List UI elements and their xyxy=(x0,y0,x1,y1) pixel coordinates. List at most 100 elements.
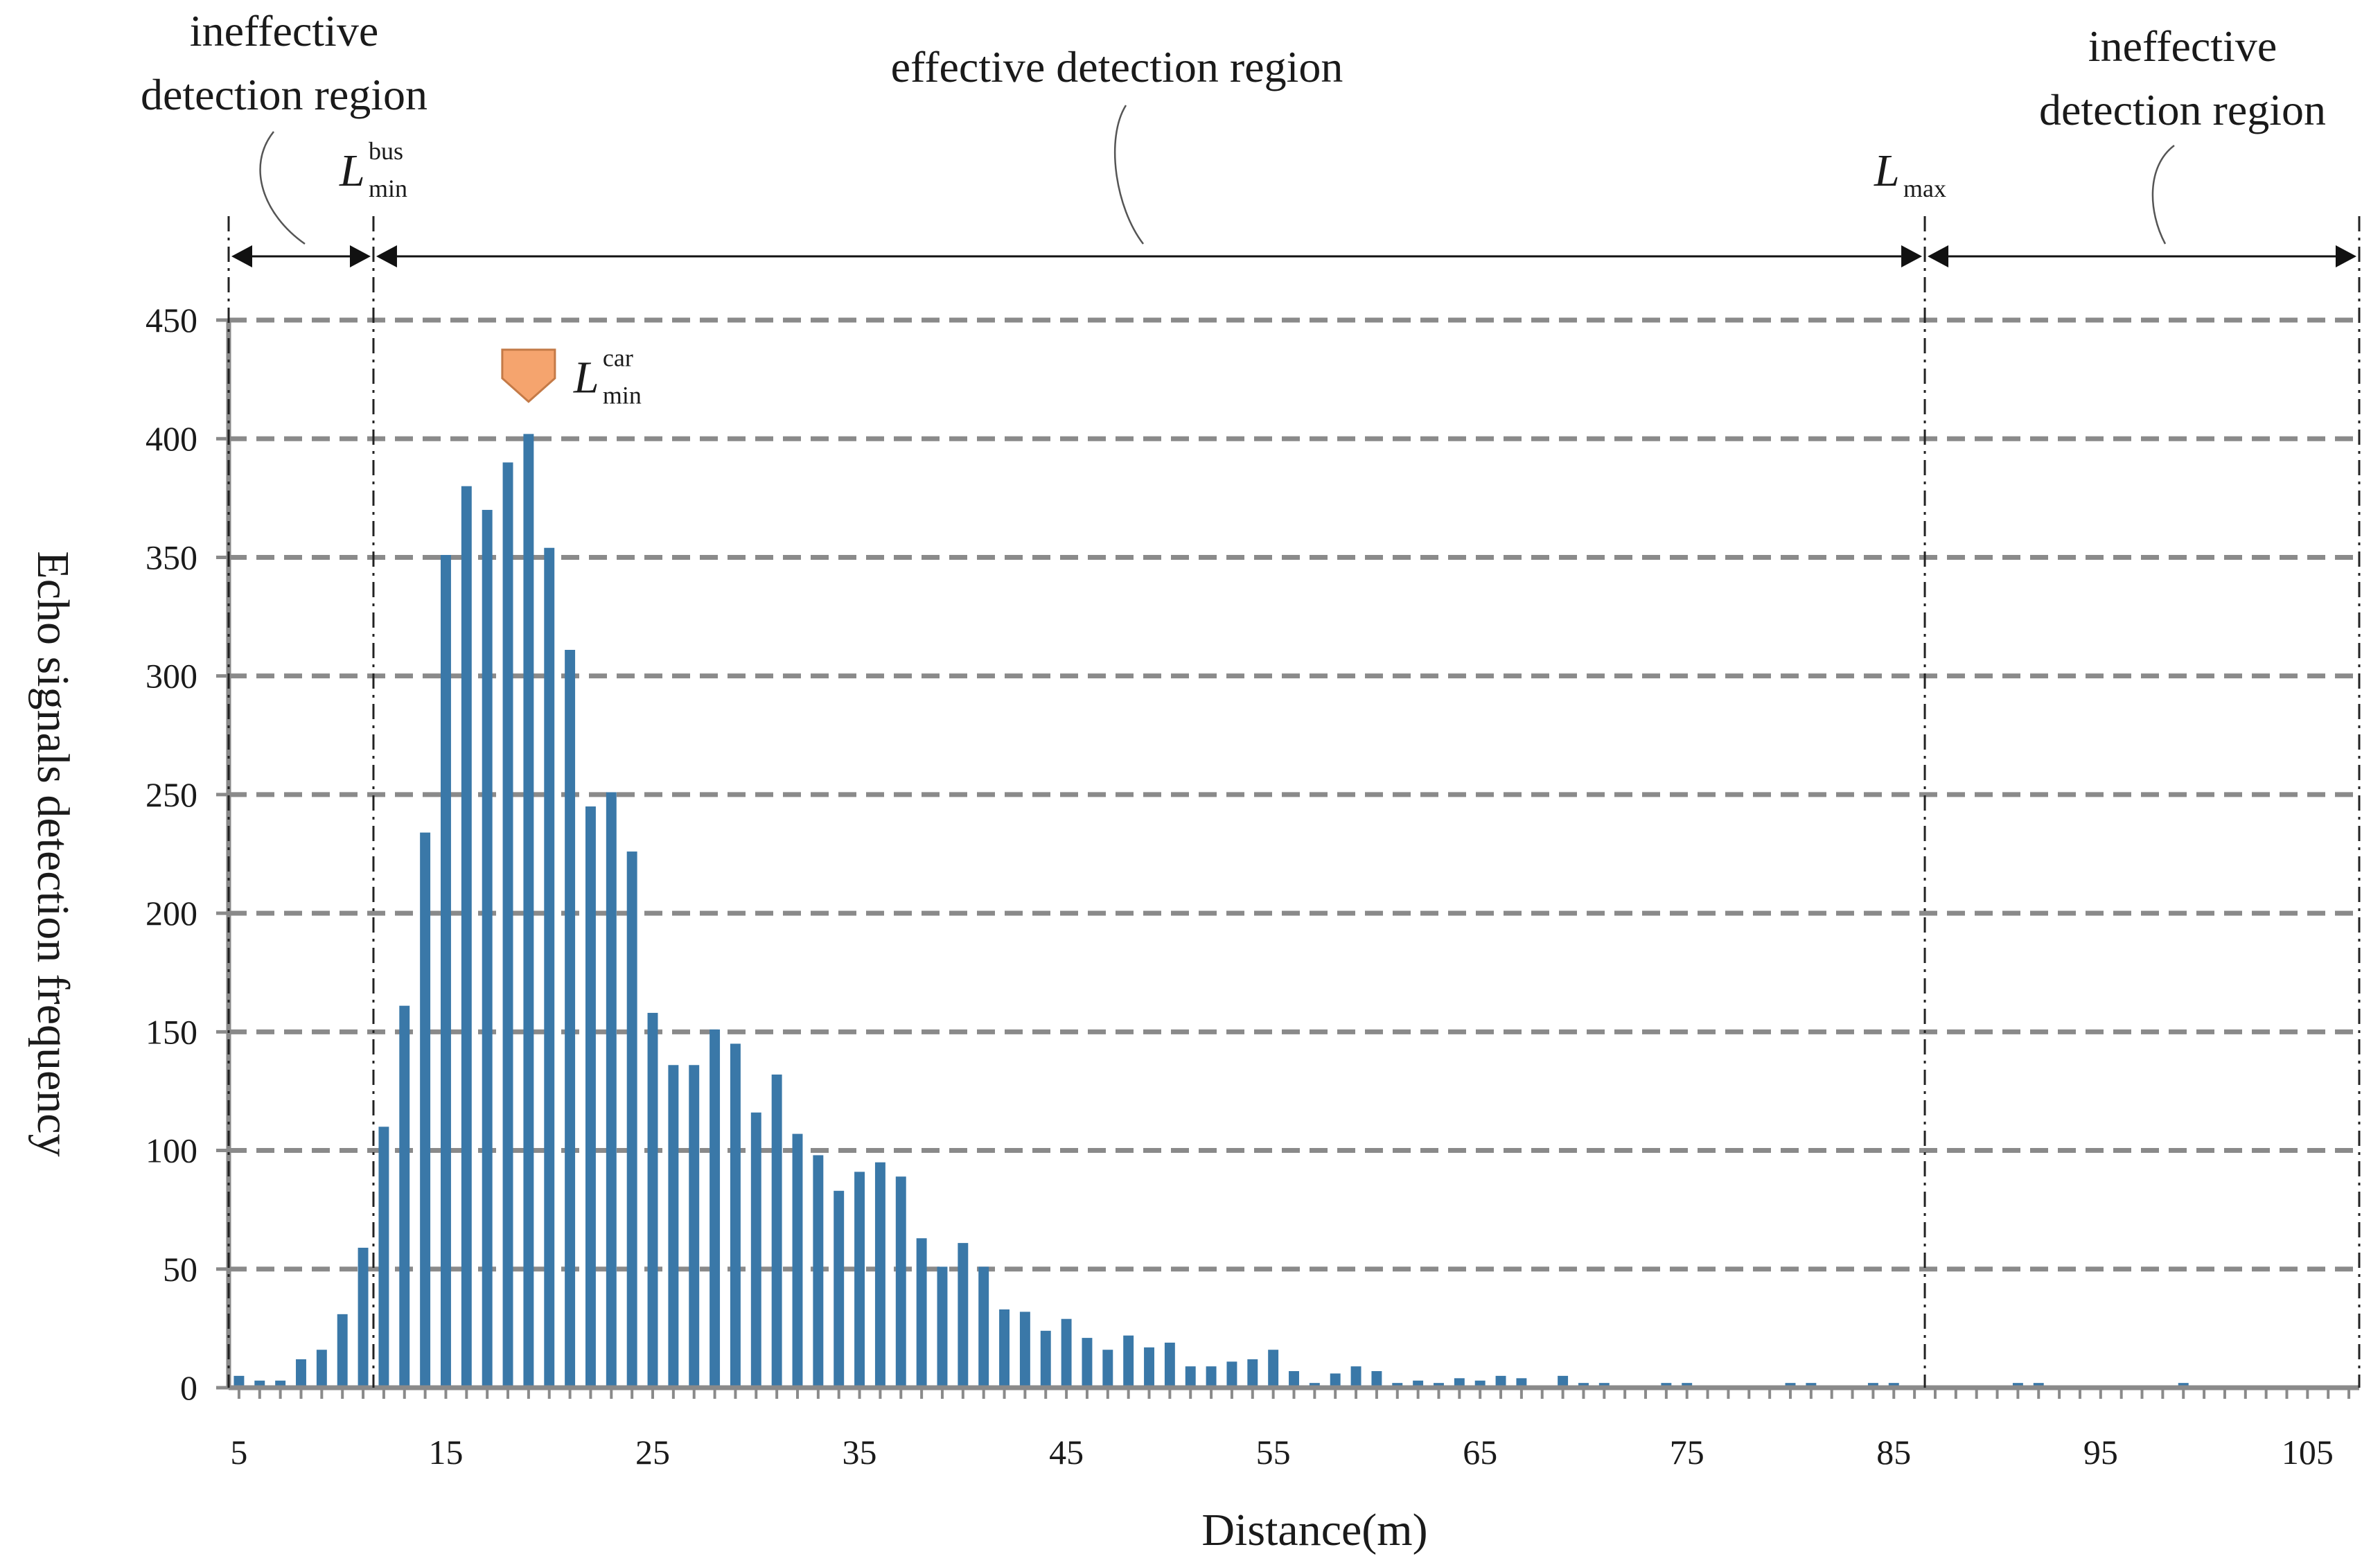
bar-49m xyxy=(1144,1347,1154,1388)
right-ineffective-leader xyxy=(2151,145,2175,245)
bar-29m xyxy=(730,1043,741,1388)
bar-16m xyxy=(461,486,472,1388)
bar-8m xyxy=(296,1359,306,1388)
bar-series xyxy=(233,434,2334,1388)
right-ineffective-label-line-1: detection region xyxy=(2039,85,2326,134)
bar-21m xyxy=(565,649,576,1388)
bar-52m xyxy=(1206,1366,1217,1388)
axes xyxy=(216,318,2359,1399)
bar-55m xyxy=(1268,1350,1279,1388)
bar-6m xyxy=(254,1380,265,1388)
right-ineffective-label-line-0: ineffective xyxy=(2088,21,2277,71)
bar-65m xyxy=(1474,1380,1486,1388)
y-tick-label-200: 200 xyxy=(146,894,197,933)
l-min-bus-label-sub: min xyxy=(369,175,407,202)
left-ineffective-leader xyxy=(259,131,306,245)
bar-51m xyxy=(1185,1366,1196,1388)
y-tick-label-250: 250 xyxy=(146,775,197,814)
left-ineffective-label-line-0: ineffective xyxy=(190,6,378,55)
bar-9m xyxy=(316,1350,327,1388)
bar-17m xyxy=(482,509,493,1388)
effective-arrow-head-left xyxy=(376,245,397,267)
bar-28m xyxy=(709,1029,721,1388)
l-max-label-base: L xyxy=(1874,145,1900,196)
l-min-car-label-base: L xyxy=(573,353,599,403)
bar-60m xyxy=(1371,1371,1382,1388)
bar-58m xyxy=(1330,1373,1341,1388)
bar-25m xyxy=(647,1012,658,1388)
bar-41m xyxy=(978,1266,989,1388)
bar-18m xyxy=(502,462,513,1388)
right-ineffective-arrow-head-left xyxy=(1928,245,1949,267)
bar-53m xyxy=(1226,1361,1237,1388)
y-tick-label-300: 300 xyxy=(146,657,197,696)
x-tick-label-75: 75 xyxy=(1670,1433,1704,1472)
y-tick-label-100: 100 xyxy=(146,1131,197,1170)
bar-23m xyxy=(606,792,617,1388)
effective-label-line-0: effective detection region xyxy=(891,42,1343,91)
bar-46m xyxy=(1082,1338,1093,1388)
bar-50m xyxy=(1164,1342,1175,1388)
bar-48m xyxy=(1123,1335,1134,1388)
bar-56m xyxy=(1289,1371,1299,1388)
x-axis-title: Distance(m) xyxy=(1201,1505,1427,1555)
y-tick-label-50: 50 xyxy=(163,1250,197,1289)
x-tick-label-65: 65 xyxy=(1463,1433,1497,1472)
bar-10m xyxy=(337,1314,348,1388)
bar-59m xyxy=(1350,1366,1361,1388)
gridlines xyxy=(229,317,2359,1272)
bar-7m xyxy=(275,1380,286,1388)
effective-leader xyxy=(1114,105,1144,245)
x-tick-label-45: 45 xyxy=(1049,1433,1084,1472)
bar-69m xyxy=(1558,1375,1569,1388)
x-tick-label-5: 5 xyxy=(230,1433,247,1472)
bar-54m xyxy=(1247,1359,1258,1388)
l-min-car-pointer xyxy=(501,348,556,403)
chart-labels: 0 50 100 150 200 250 300 350 400 450 5 15 25 35 45 55 65… xyxy=(28,6,2334,1555)
bar-30m xyxy=(750,1112,761,1388)
x-tick-label-15: 15 xyxy=(428,1433,463,1472)
y-tick-label-150: 150 xyxy=(146,1012,197,1051)
y-tick-label-450: 450 xyxy=(146,301,197,339)
right-ineffective-arrow-head-right xyxy=(2336,245,2356,267)
x-tick-label-25: 25 xyxy=(635,1433,670,1472)
x-tick-label-95: 95 xyxy=(2083,1433,2118,1472)
left-ineffective-arrow-head-right xyxy=(349,245,371,267)
l-min-bus-label-base: L xyxy=(339,145,365,196)
l-max-label-sub: max xyxy=(1903,175,1946,202)
y-tick-label-350: 350 xyxy=(146,538,197,576)
bar-37m xyxy=(895,1176,906,1388)
bar-66m xyxy=(1495,1375,1506,1388)
bar-38m xyxy=(916,1238,927,1388)
bar-32m xyxy=(792,1133,803,1388)
bar-5m xyxy=(233,1375,245,1388)
bar-43m xyxy=(1019,1312,1030,1388)
y-axis-title: Echo signals detection frequency xyxy=(28,551,78,1156)
bar-40m xyxy=(958,1243,969,1388)
effective-arrow-head-right xyxy=(1901,245,1923,267)
region-markers xyxy=(227,105,2361,1388)
x-tick-label-35: 35 xyxy=(843,1433,877,1472)
bar-45m xyxy=(1061,1318,1072,1388)
l-min-car-label-sub: min xyxy=(603,382,642,409)
x-tick-label-105: 105 xyxy=(2282,1433,2334,1472)
y-tick-label-400: 400 xyxy=(146,419,197,458)
bar-31m xyxy=(771,1074,782,1388)
bar-62m xyxy=(1413,1380,1424,1388)
bar-26m xyxy=(668,1065,679,1388)
bar-24m xyxy=(626,851,637,1388)
bar-19m xyxy=(523,434,534,1388)
bar-13m xyxy=(399,1005,410,1388)
bar-22m xyxy=(585,806,596,1388)
bar-15m xyxy=(441,555,451,1388)
bar-47m xyxy=(1102,1350,1113,1388)
bar-36m xyxy=(874,1162,885,1388)
l-min-car-label-sup: car xyxy=(603,344,633,372)
l-min-bus-label-sup: bus xyxy=(369,137,403,165)
bar-33m xyxy=(813,1155,824,1388)
bar-12m xyxy=(378,1127,389,1388)
